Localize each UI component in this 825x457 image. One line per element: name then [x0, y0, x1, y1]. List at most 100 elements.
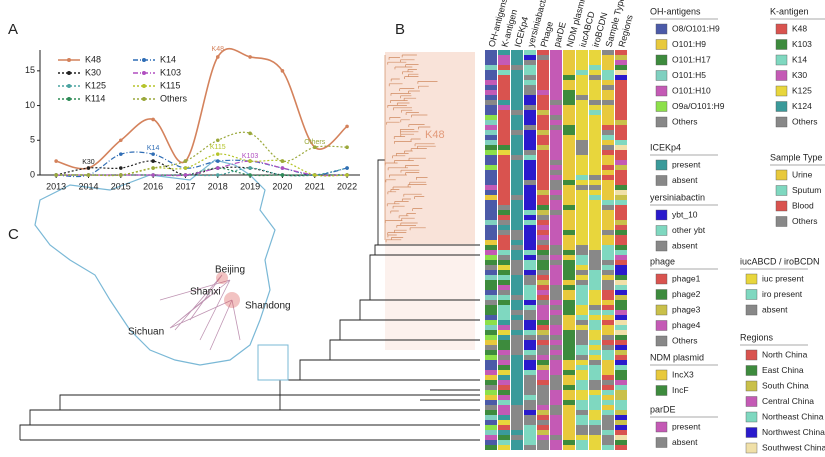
tree-branch: [414, 143, 435, 147]
tree-branch: [390, 78, 400, 82]
point: [248, 159, 252, 163]
heatmap-cell: [550, 320, 562, 325]
tree-branch: [414, 196, 425, 199]
heatmap-cell: [524, 275, 536, 280]
heatmap-cell: [563, 230, 575, 235]
heatmap-cell: [511, 405, 523, 410]
heatmap-cell: [589, 420, 601, 425]
heatmap-cell: [589, 260, 601, 265]
heatmap-cell: [485, 390, 497, 395]
heatmap-cell: [615, 235, 627, 240]
heatmap-cell: [615, 205, 627, 210]
heatmap-cell: [550, 430, 562, 435]
heatmap-cell: [589, 85, 601, 90]
heatmap-cell: [563, 260, 575, 265]
legend-swatch: [655, 159, 668, 171]
heatmap-cell: [485, 310, 497, 315]
heatmap-cell: [550, 275, 562, 280]
heatmap-cell: [498, 185, 510, 190]
heatmap-cell: [615, 215, 627, 220]
x-tick-label: 2016: [143, 181, 163, 191]
heatmap-cell: [537, 400, 549, 405]
heatmap-cell: [589, 75, 601, 80]
heatmap-cell: [550, 420, 562, 425]
heatmap-cell: [615, 410, 627, 415]
heatmap-cell: [576, 70, 588, 75]
legend-marker: [142, 84, 146, 88]
tree-branch: [416, 177, 428, 180]
heatmap-cell: [563, 420, 575, 425]
heatmap-cell: [589, 170, 601, 175]
heatmap-cell: [511, 295, 523, 300]
tree-branch: [404, 150, 413, 154]
heatmap-cell: [485, 420, 497, 425]
heatmap-cell: [589, 80, 601, 85]
x-tick-label: 2015: [111, 181, 131, 191]
heatmap-cell: [498, 165, 510, 170]
heatmap-cell: [550, 280, 562, 285]
heatmap-cell: [576, 110, 588, 115]
heatmap-cell: [498, 210, 510, 215]
heatmap-cell: [563, 80, 575, 85]
heatmap-cell: [563, 285, 575, 290]
heatmap-cell: [511, 420, 523, 425]
heatmap-cell: [550, 100, 562, 105]
heatmap-cell: [615, 420, 627, 425]
heatmap-cell: [511, 190, 523, 195]
heatmap-cell: [576, 210, 588, 215]
heatmap-cell: [563, 360, 575, 365]
heatmap-cell: [550, 250, 562, 255]
heatmap-cell: [485, 365, 497, 370]
heatmap-cell: [602, 365, 614, 370]
heatmap-cell: [563, 425, 575, 430]
heatmap-cell: [589, 210, 601, 215]
heatmap-cell: [550, 300, 562, 305]
heatmap-cell: [524, 270, 536, 275]
heatmap-cell: [511, 110, 523, 115]
legend-swatch: [745, 427, 758, 438]
heatmap-cell: [589, 205, 601, 210]
heatmap-cell: [498, 125, 510, 130]
heatmap-cell: [498, 290, 510, 295]
point: [183, 173, 188, 177]
heatmap-cell: [537, 335, 549, 340]
heatmap-cell: [537, 195, 549, 200]
heatmap-cell: [615, 330, 627, 335]
heatmap-cell: [498, 395, 510, 400]
heatmap-cell: [615, 140, 627, 145]
heatmap-cell: [511, 185, 523, 190]
heatmap-cell: [498, 375, 510, 380]
heatmap-cell: [550, 130, 562, 135]
heatmap-cell: [576, 80, 588, 85]
heatmap-cell: [511, 120, 523, 125]
legend-swatch: [775, 116, 788, 128]
heatmap-cell: [615, 290, 627, 295]
tree-branch: [400, 119, 410, 123]
heatmap-cell: [511, 100, 523, 105]
heatmap-cell: [524, 245, 536, 250]
heatmap-cell: [511, 55, 523, 60]
heatmap-cell: [537, 140, 549, 145]
heatmap-cell: [602, 410, 614, 415]
point: [54, 159, 58, 163]
heatmap-cell: [537, 325, 549, 330]
heatmap-cell: [602, 220, 614, 225]
heatmap-cell: [511, 170, 523, 175]
heatmap-cell: [576, 150, 588, 155]
point: [119, 152, 123, 156]
heatmap-cell: [524, 205, 536, 210]
tree-branch: [391, 237, 404, 240]
heatmap-cell: [589, 440, 601, 445]
tree-branch: [401, 198, 411, 202]
legend-item: absent: [672, 437, 698, 447]
heatmap-cell: [576, 325, 588, 330]
heatmap-cell: [563, 430, 575, 435]
heatmap-cell: [524, 220, 536, 225]
heatmap-cell: [576, 290, 588, 295]
heatmap-cell: [602, 245, 614, 250]
heatmap-cell: [485, 305, 497, 310]
heatmap-cell: [615, 255, 627, 260]
heatmap-cell: [524, 190, 536, 195]
legend-item: phage1: [672, 273, 701, 283]
heatmap-cell: [524, 130, 536, 135]
